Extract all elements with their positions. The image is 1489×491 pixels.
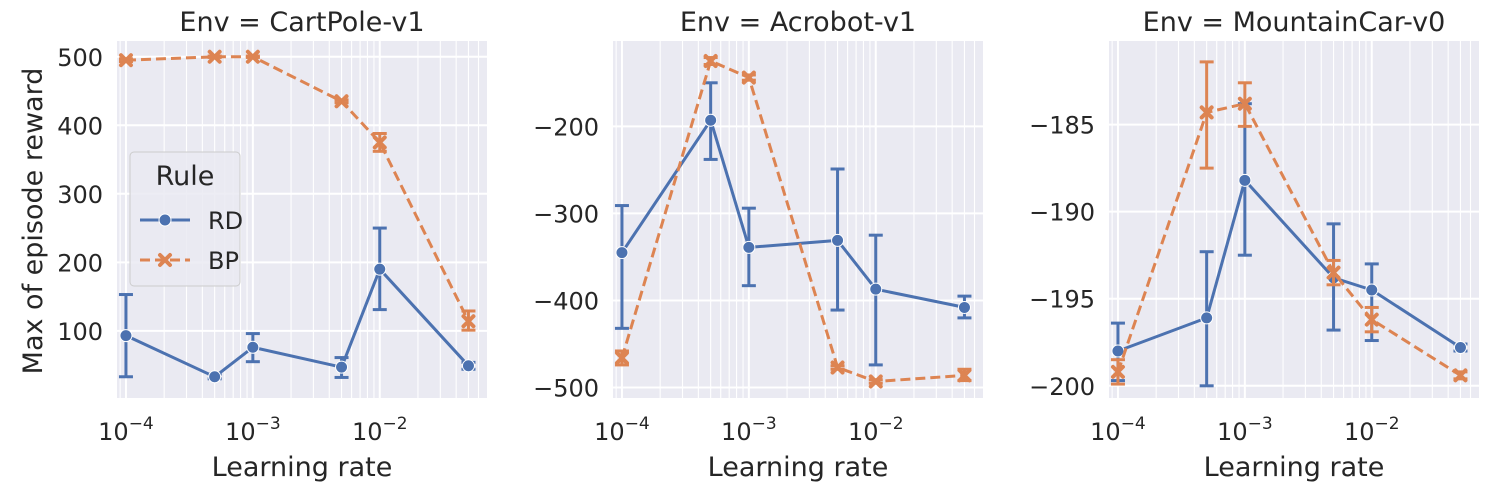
data-point-rd [615, 246, 629, 260]
data-point-bp [207, 49, 222, 64]
x-tick-label: 10−4 [594, 414, 650, 446]
grid [117, 41, 487, 398]
legend-marker [158, 213, 172, 227]
data-point-rd [208, 370, 222, 384]
y-tick-label: −300 [533, 200, 599, 228]
data-point-rd [742, 240, 756, 254]
data-point-bp [118, 53, 133, 68]
data-point-bp [868, 374, 883, 389]
data-point-rd [461, 359, 475, 373]
y-tick-label: 200 [57, 249, 103, 277]
y-tick-label: −185 [1029, 112, 1095, 140]
series-bp [118, 49, 476, 332]
data-point-rd [119, 329, 133, 343]
figure-ylabel: Max of episode reward [18, 68, 49, 375]
x-tick-label: 10−3 [1217, 414, 1273, 446]
legend-marker [158, 253, 172, 267]
data-point-bp [372, 135, 387, 150]
legend-entry-rd: RD [140, 207, 243, 235]
chart-panel-1: Env = CartPole-v1 Learning rate 10−4 10−3 10… [57, 7, 487, 483]
x-tick-label: 10−2 [1344, 414, 1400, 446]
y-tick-label: −200 [1029, 373, 1095, 401]
data-point-bp [830, 360, 845, 375]
chart-title: Env = MountainCar-v0 [1143, 7, 1446, 38]
series-line-rd [620, 118, 965, 309]
series-rd [118, 226, 476, 384]
data-point-rd [373, 262, 387, 276]
series-bp [1110, 60, 1468, 386]
data-point-rd [246, 340, 260, 354]
error-bar [868, 233, 883, 367]
legend: Rule RD BP [129, 151, 243, 287]
y-tick-label: −500 [533, 375, 599, 403]
data-point-bp [461, 314, 476, 329]
data-point-bp [1110, 364, 1125, 379]
series-line-rd [125, 267, 470, 379]
data-point-bp [1364, 312, 1379, 327]
x-tick-label: 10−2 [848, 414, 904, 446]
chart-title: Env = Acrobot-v1 [680, 7, 916, 38]
x-tick-label: 10−4 [98, 414, 154, 446]
data-point-bp [334, 94, 349, 109]
x-tick-label: 10−3 [225, 414, 281, 446]
y-tick-label: −190 [1029, 199, 1095, 227]
data-point-rd [831, 233, 845, 247]
series-line-rd [1117, 178, 1462, 353]
data-point-rd [1453, 340, 1467, 354]
data-point-bp [703, 54, 718, 69]
data-point-bp [741, 70, 756, 85]
y-tick-label: −195 [1029, 286, 1095, 314]
data-point-rd [957, 300, 971, 314]
x-tick-label: 10−3 [721, 414, 777, 446]
y-tick-label: −400 [533, 287, 599, 315]
x-tick-label: 10−2 [352, 414, 408, 446]
series-line-bp [125, 55, 470, 322]
y-tick-label: 100 [57, 318, 103, 346]
x-tick-label: 10−4 [1090, 414, 1146, 446]
panels: Env = CartPole-v1 Learning rate 10−4 10−3 10… [57, 7, 1479, 483]
x-axis-label: Learning rate [1204, 452, 1385, 483]
data-point-rd [1365, 283, 1379, 297]
legend-title: Rule [156, 161, 215, 192]
y-tick-label: 400 [57, 112, 103, 140]
y-tick-label: −200 [533, 113, 599, 141]
data-point-bp [1453, 368, 1468, 383]
legend-label: RD [208, 207, 243, 235]
series-rd [614, 81, 972, 367]
data-point-bp [1199, 105, 1214, 120]
data-point-bp [614, 350, 629, 365]
plot-area [613, 41, 983, 398]
x-axis-label: Learning rate [708, 452, 889, 483]
data-point-rd [335, 360, 349, 374]
y-tick-label: 300 [57, 181, 103, 209]
data-point-bp [1237, 96, 1252, 111]
legend-entry-bp: BP [140, 247, 239, 275]
error-bar [614, 204, 629, 330]
data-point-rd [869, 282, 883, 296]
series-line-bp [1116, 102, 1462, 377]
y-tick-label: 500 [57, 44, 103, 72]
data-point-rd [1200, 311, 1214, 325]
data-point-bp [957, 368, 972, 383]
data-point-bp [1326, 265, 1341, 280]
chart-panel-3: Env = MountainCar-v0 Learning rate 10−4 10−… [1029, 7, 1479, 483]
data-point-rd [1238, 173, 1252, 187]
chart-title: Env = CartPole-v1 [179, 7, 424, 38]
data-point-rd [704, 113, 718, 127]
series-bp [614, 54, 972, 389]
legend-label: BP [208, 247, 239, 275]
plot-area [1109, 41, 1479, 398]
data-point-bp [245, 49, 260, 64]
series-line-bp [620, 59, 965, 383]
x-axis-label: Learning rate [212, 452, 393, 483]
chart-panel-2: Env = Acrobot-v1 Learning rate 10−4 10−3 10−… [533, 7, 983, 483]
